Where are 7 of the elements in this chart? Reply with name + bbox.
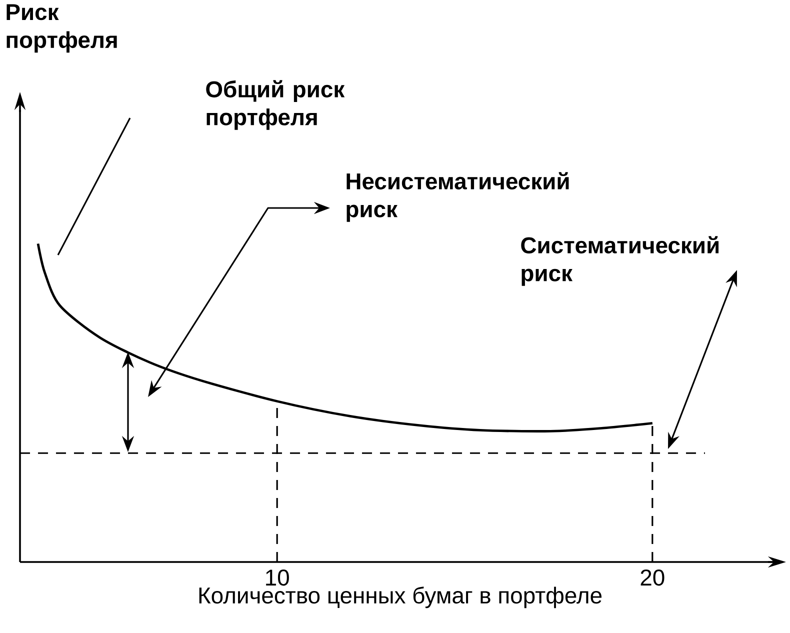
annotation: Систематический риск <box>521 236 719 286</box>
x-tick-label: 10 <box>266 570 289 586</box>
text: Общий риск портфеля <box>206 80 345 130</box>
text: Риск портфеля <box>6 4 117 53</box>
x-tick-label: 20 <box>640 570 664 586</box>
x-axis-title: Количество ценных бумаг в портфеле <box>199 586 602 608</box>
text: Несистематический риск <box>346 172 569 222</box>
